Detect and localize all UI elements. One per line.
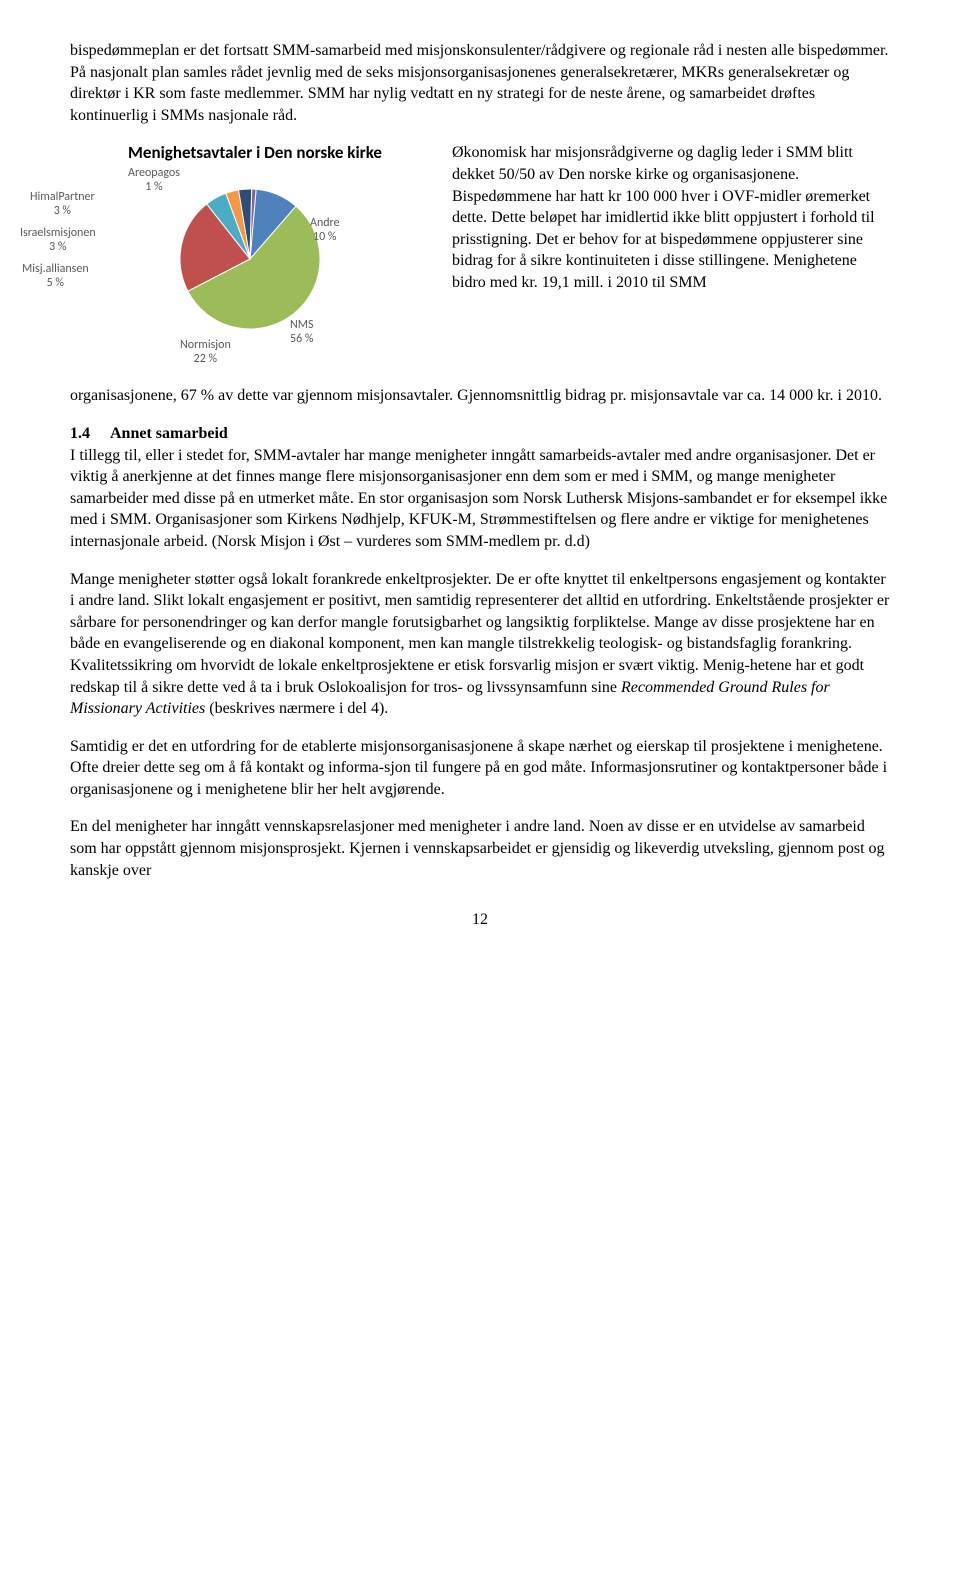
chart-label-himalpartner: HimalPartner 3 % (30, 191, 95, 217)
side-text-continuation: organisasjonene, 67 % av dette var gjenn… (70, 385, 890, 407)
chart-label-nms: NMS 56 % (290, 319, 314, 345)
chart-body: Areopagos 1 % HimalPartner 3 % Israelsmi… (70, 169, 440, 369)
section-1-4-text-c: Samtidig er det en utfordring for de eta… (70, 736, 890, 801)
section-title: Annet samarbeid (110, 425, 228, 442)
page-number: 12 (70, 911, 890, 929)
document-page: bispedømmeplan er det fortsatt SMM-samar… (0, 0, 960, 969)
paragraph-intro: bispedømmeplan er det fortsatt SMM-samar… (70, 40, 890, 126)
chart-label-areopagos: Areopagos 1 % (128, 167, 180, 193)
chart-side-text: Økonomisk har misjonsrådgiverne og dagli… (452, 142, 890, 293)
section-1-4-text-a: I tillegg til, eller i stedet for, SMM-a… (70, 447, 887, 550)
pie-chart-container: Menighetsavtaler i Den norske kirke Areo… (70, 142, 452, 369)
chart-label-normisjon: Normisjon 22 % (180, 339, 231, 365)
section-number: 1.4 (70, 425, 90, 442)
chart-text-row: Menighetsavtaler i Den norske kirke Areo… (70, 142, 890, 369)
chart-title: Menighetsavtaler i Den norske kirke (70, 142, 440, 163)
chart-label-misjalliansen: Misj.alliansen 5 % (22, 263, 89, 289)
section-1-4-text-d: En del menigheter har inngått vennskapsr… (70, 816, 890, 881)
chart-label-andre: Andre 10 % (310, 217, 340, 243)
pie-chart-svg (170, 179, 330, 339)
section-1-4-text-b: Mange menigheter støtter også lokalt for… (70, 569, 890, 720)
section-1-4-heading-and-text: 1.4 Annet samarbeid I tillegg til, eller… (70, 423, 890, 553)
chart-label-israelsmisjonen: Israelsmisjonen 3 % (20, 227, 96, 253)
